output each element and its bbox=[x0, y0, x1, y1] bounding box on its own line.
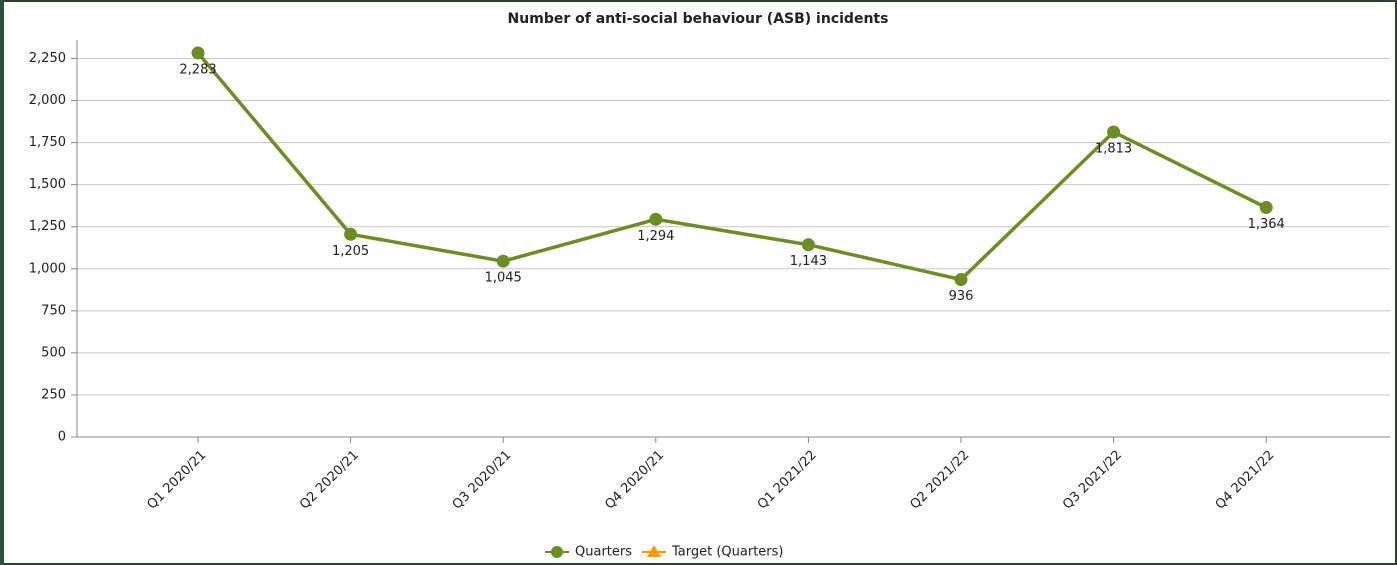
y-tick-label: 500 bbox=[41, 345, 66, 360]
y-tick-label: 1,750 bbox=[29, 135, 66, 150]
value-label: 936 bbox=[949, 289, 974, 304]
value-label: 1,813 bbox=[1095, 142, 1132, 157]
left-edge bbox=[0, 0, 4, 565]
point bbox=[1259, 201, 1273, 215]
value-label: 2,283 bbox=[179, 62, 216, 77]
value-label: 1,364 bbox=[1248, 217, 1285, 232]
point bbox=[954, 273, 968, 287]
y-tick-label: 2,000 bbox=[29, 93, 66, 108]
chart-title: Number of anti-social behaviour (ASB) in… bbox=[508, 11, 889, 27]
point bbox=[649, 212, 663, 226]
legend-marker bbox=[647, 545, 661, 557]
legend-label: Quarters bbox=[575, 545, 632, 560]
value-label: 1,294 bbox=[637, 229, 674, 244]
series-line bbox=[196, 51, 1267, 282]
point bbox=[801, 238, 815, 252]
value-label: 1,205 bbox=[332, 244, 369, 259]
y-tick-label: 0 bbox=[58, 430, 66, 445]
x-tick-label: Q3 2021/22 bbox=[1060, 448, 1125, 513]
x-tick-label: Q4 2021/22 bbox=[1213, 448, 1278, 513]
point bbox=[1107, 125, 1121, 139]
y-tick-label: 750 bbox=[41, 303, 66, 318]
x-tick-label: Q2 2020/21 bbox=[297, 448, 362, 513]
legend-marker bbox=[551, 546, 563, 558]
x-tick-label: Q1 2021/22 bbox=[755, 448, 820, 513]
point bbox=[191, 46, 205, 60]
point bbox=[496, 254, 510, 268]
value-label: 1,045 bbox=[485, 271, 522, 286]
x-tick-label: Q1 2020/21 bbox=[144, 448, 209, 513]
legend-label: Target (Quarters) bbox=[671, 545, 784, 560]
y-tick-label: 1,000 bbox=[29, 261, 66, 276]
y-tick-label: 2,250 bbox=[29, 51, 66, 66]
y-tick-label: 1,500 bbox=[29, 177, 66, 192]
point bbox=[344, 227, 358, 241]
x-tick-label: Q4 2020/21 bbox=[602, 448, 667, 513]
x-tick-label: Q2 2021/22 bbox=[907, 448, 972, 513]
x-tick-label: Q3 2020/21 bbox=[450, 448, 515, 513]
value-label: 1,143 bbox=[790, 254, 827, 269]
y-tick-label: 250 bbox=[41, 387, 66, 402]
y-tick-label: 1,250 bbox=[29, 219, 66, 234]
